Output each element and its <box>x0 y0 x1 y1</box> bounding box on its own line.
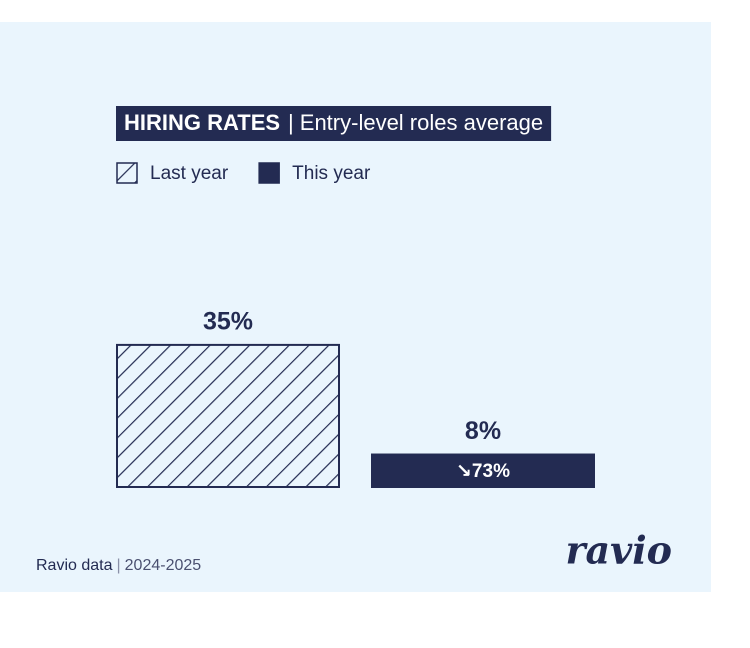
bar <box>116 343 340 488</box>
bar <box>371 453 595 488</box>
legend-label: This year <box>292 163 371 184</box>
chart-title: HIRING RATES <box>124 110 280 135</box>
title-separator: | <box>288 110 294 135</box>
legend-swatch <box>258 162 280 184</box>
period: 2024-2025 <box>125 557 202 574</box>
legend-label: Last year <box>150 163 229 184</box>
legend-swatch <box>116 162 138 184</box>
source: Ravio data <box>36 557 113 574</box>
footer: Ravio data | 2024-2025 <box>36 557 201 574</box>
data-label: 8% <box>465 417 501 445</box>
chart-subtitle: Entry-level roles average <box>300 110 543 135</box>
logo: ravio <box>565 528 672 573</box>
footer-separator: | <box>117 557 121 574</box>
data-label: 35% <box>203 308 253 336</box>
title-line: HIRING RATES | Entry-level roles average <box>124 110 543 135</box>
title-box <box>116 106 552 141</box>
change-label: ↘73% <box>456 461 510 482</box>
